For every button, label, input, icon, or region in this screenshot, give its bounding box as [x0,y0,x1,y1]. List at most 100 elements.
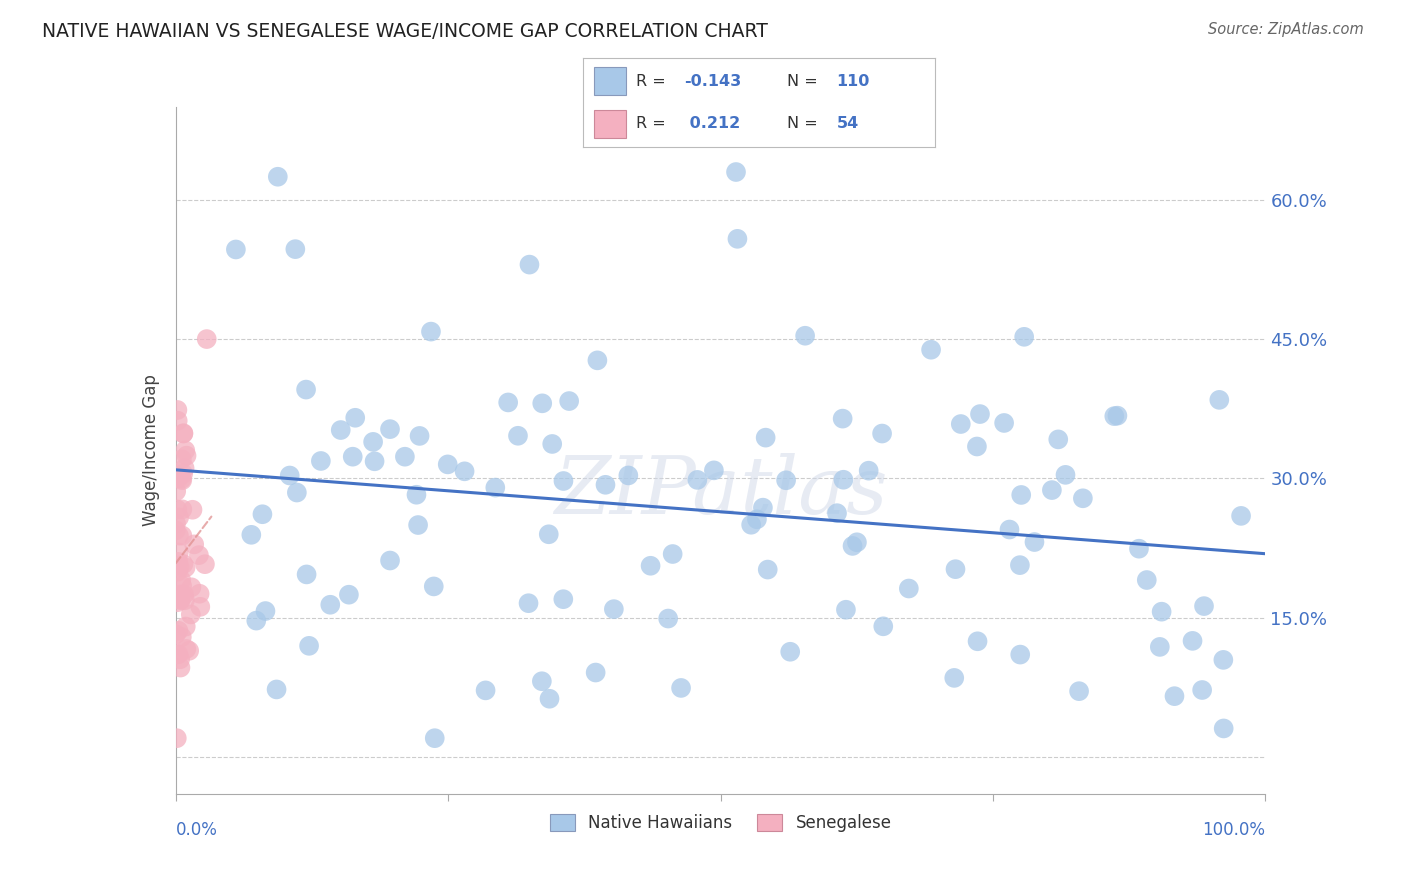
Point [319,598,342,612]
Point [166,648,188,662]
Point [169,560,191,574]
Point [172,467,194,481]
Point [1208,392,1230,407]
Point [295,383,318,397]
Point [640,558,662,573]
Point [278,468,301,483]
Point [657,611,679,625]
Point [180,607,202,622]
Point [245,614,267,628]
Point [170,472,193,486]
Point [188,599,211,614]
Point [176,642,198,657]
Point [181,502,204,516]
Point [225,243,247,257]
Point [1008,558,1031,573]
Point [173,426,195,441]
Point [174,560,197,574]
Point [553,474,575,488]
Point [172,426,194,441]
Point [165,516,187,531]
Point [474,683,496,698]
Point [998,523,1021,537]
Legend: Native Hawaiians, Senegalese: Native Hawaiians, Senegalese [541,805,900,840]
Point [1040,483,1063,497]
Point [1181,633,1204,648]
Point [530,674,553,689]
Point [423,731,446,746]
Point [284,242,307,256]
Point [506,429,529,443]
Text: 0.0%: 0.0% [176,822,218,839]
Point [170,452,193,467]
Point [603,602,626,616]
Point [167,528,190,542]
FancyBboxPatch shape [593,67,626,95]
Point [166,565,188,579]
Point [179,644,201,658]
Point [920,343,942,357]
Point [745,512,768,526]
Point [170,573,193,587]
Point [183,537,205,551]
Point [187,548,209,562]
Point [420,325,443,339]
Text: 54: 54 [837,117,859,131]
Point [1067,684,1090,698]
Point [724,165,747,179]
Point [752,500,775,515]
Point [344,410,367,425]
Point [537,527,560,541]
Point [1024,535,1046,549]
Point [541,437,564,451]
FancyBboxPatch shape [593,110,626,138]
Point [378,553,401,567]
Point [173,461,195,475]
Point [166,731,188,746]
Point [661,547,683,561]
Text: Source: ZipAtlas.com: Source: ZipAtlas.com [1208,22,1364,37]
Point [172,557,194,571]
Point [298,639,321,653]
Point [394,450,416,464]
Point [166,595,188,609]
Point [167,510,190,524]
Point [686,473,709,487]
Point [484,481,506,495]
Point [517,596,540,610]
Text: -0.143: -0.143 [683,74,741,88]
Point [378,422,401,436]
Point [195,332,218,346]
Point [169,592,191,607]
Point [835,603,858,617]
Point [170,587,193,601]
Point [1107,409,1129,423]
Point [167,471,190,485]
Point [775,473,797,487]
Point [740,517,762,532]
Point [174,443,197,458]
Point [240,528,263,542]
Point [342,450,364,464]
Point [841,539,863,553]
Text: R =: R = [637,74,671,88]
Point [725,232,748,246]
Point [165,627,187,641]
Point [949,417,972,431]
Point [361,434,384,449]
Point [363,454,385,468]
Text: 100.0%: 100.0% [1202,822,1265,839]
Point [188,587,211,601]
Y-axis label: Wage/Income Gap: Wage/Income Gap [142,375,160,526]
Point [1128,541,1150,556]
Point [993,416,1015,430]
Point [496,395,519,409]
Point [1163,689,1185,703]
Point [1192,599,1215,613]
Point [1054,467,1077,482]
Text: N =: N = [787,117,824,131]
Point [436,458,458,472]
Point [832,473,855,487]
Point [285,485,308,500]
Point [166,502,188,516]
